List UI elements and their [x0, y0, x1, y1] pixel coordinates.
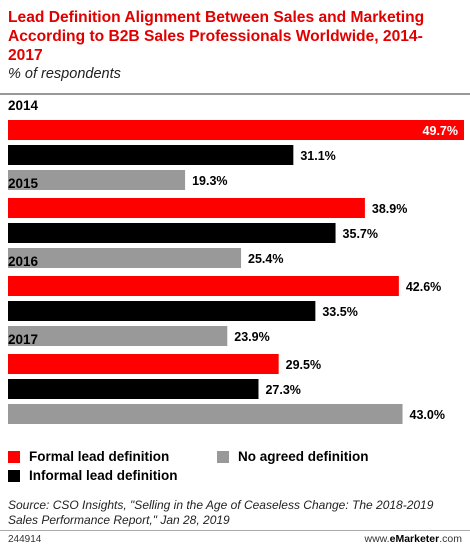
legend-item-informal: Informal lead definition — [8, 468, 178, 483]
bar-chart: 2014 49.7% 31.1% 19.3% 2015 38.9% 35.7% 25.4% 20… — [8, 98, 464, 424]
year-label-2017: 2017 — [8, 332, 38, 347]
footer-divider — [0, 530, 470, 531]
legend-label-formal: Formal lead definition — [29, 449, 170, 464]
bar-2017-0 — [8, 354, 279, 374]
value-label-2014-1: 31.1% — [300, 149, 335, 163]
value-label-2015-0: 38.9% — [372, 202, 407, 216]
year-label-2016: 2016 — [8, 254, 39, 269]
bar-2015-1 — [8, 223, 336, 243]
legend-label-informal: Informal lead definition — [29, 468, 178, 483]
bar-2015-0 — [8, 198, 365, 218]
legend-item-none: No agreed definition — [217, 449, 369, 464]
bar-2014-1 — [8, 145, 294, 165]
bar-2017-1 — [8, 379, 259, 399]
chart-id: 244914 — [8, 534, 42, 545]
brand-prefix: www. — [364, 533, 390, 545]
bar-2016-2 — [8, 326, 228, 346]
legend-item-formal: Formal lead definition — [8, 449, 169, 464]
chart-subtitle: % of respondents — [8, 66, 121, 82]
legend-swatch-informal — [8, 469, 20, 482]
source-note: Source: CSO Insights, "Selling in the Ag… — [8, 498, 434, 527]
brand-logo: www.eMarketer.com — [365, 533, 462, 545]
legend-swatch-none — [217, 450, 229, 463]
value-label-2017-2: 43.0% — [410, 408, 445, 422]
year-label-2015: 2015 — [8, 176, 39, 191]
value-label-2014-0: 49.7% — [423, 124, 458, 138]
brand-suffix: .com — [439, 533, 462, 545]
value-label-2015-1: 35.7% — [343, 227, 378, 241]
legend-label-none: No agreed definition — [238, 449, 369, 464]
bar-2014-0 — [8, 120, 464, 140]
value-label-2017-0: 29.5% — [286, 358, 321, 372]
value-label-2016-2: 23.9% — [234, 330, 269, 344]
bar-2017-2 — [8, 404, 403, 424]
bar-2014-2 — [8, 170, 186, 190]
value-label-2014-2: 19.3% — [192, 174, 227, 188]
value-label-2016-1: 33.5% — [322, 305, 357, 319]
bar-2016-1 — [8, 301, 316, 321]
value-label-2015-2: 25.4% — [248, 252, 283, 266]
chart-title: Lead Definition Alignment Between Sales … — [8, 9, 425, 64]
value-label-2017-1: 27.3% — [265, 383, 300, 397]
bar-2015-2 — [8, 248, 242, 268]
top-divider — [0, 93, 470, 95]
value-label-2016-0: 42.6% — [406, 280, 441, 294]
bar-2016-0 — [8, 276, 399, 296]
legend-swatch-formal — [8, 450, 20, 463]
year-label-2014: 2014 — [8, 98, 39, 113]
brand-name: eMarketer — [389, 533, 440, 545]
